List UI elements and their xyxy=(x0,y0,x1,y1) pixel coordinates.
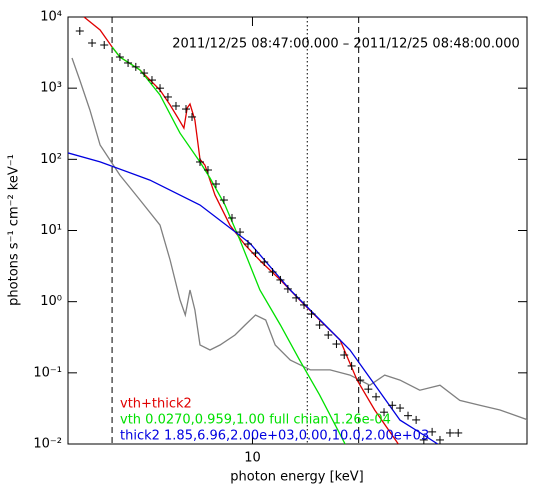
data-point xyxy=(140,69,149,78)
y-tick-label: 10⁰ xyxy=(40,294,62,309)
data-point xyxy=(292,293,301,302)
data-point xyxy=(163,92,172,101)
data-point xyxy=(260,257,269,266)
data-point xyxy=(147,76,156,85)
y-axis-title: photons s⁻¹ cm⁻² keV⁻¹ xyxy=(7,154,22,306)
y-tick-label: 10¹ xyxy=(40,223,62,238)
series-line xyxy=(83,17,399,444)
series-line xyxy=(71,57,527,421)
data-point xyxy=(435,435,444,444)
data-point xyxy=(131,62,140,71)
data-point xyxy=(307,310,316,319)
data-point xyxy=(347,361,356,370)
data-point xyxy=(228,213,237,222)
legend-entry: vth 0.0270,0.959,1.00 full chian 1.26e-0… xyxy=(120,413,391,428)
data-point xyxy=(115,53,124,62)
data-point xyxy=(454,428,463,437)
data-point xyxy=(211,180,220,189)
data-point xyxy=(171,101,180,110)
data-point xyxy=(236,228,245,237)
plot-area xyxy=(68,17,527,444)
data-point xyxy=(315,321,324,330)
data-point xyxy=(324,331,333,340)
data-point xyxy=(124,58,133,67)
data-point xyxy=(219,196,228,205)
data-point xyxy=(388,401,397,410)
x-axis-title: photon energy [keV] xyxy=(230,470,363,485)
data-point xyxy=(75,26,84,35)
data-point xyxy=(372,392,381,401)
data-point xyxy=(404,411,413,420)
y-tick-label: 10² xyxy=(40,152,62,167)
chart-title: 2011/12/25 08:47:00.000 – 2011/12/25 08:… xyxy=(172,37,520,52)
legend-entry: vth+thick2 xyxy=(120,397,192,412)
series-line xyxy=(111,46,346,444)
data-point xyxy=(243,240,252,249)
legend-entry: thick2 1.85,6.96,2.00e+03,0.00,10.0,2.00… xyxy=(120,429,429,444)
data-point xyxy=(446,428,455,437)
data-point xyxy=(268,268,277,277)
data-point xyxy=(356,376,365,385)
data-point xyxy=(195,157,204,166)
data-point xyxy=(396,404,405,413)
data-point xyxy=(380,408,389,417)
y-tick-label: 10⁴ xyxy=(40,10,62,25)
data-point xyxy=(419,435,428,444)
data-point xyxy=(188,112,197,121)
data-point xyxy=(156,84,165,93)
data-point xyxy=(251,248,260,257)
y-tick-label: 10⁻¹ xyxy=(33,365,62,380)
data-point xyxy=(88,39,97,48)
y-tick-label: 10⁻² xyxy=(33,437,62,452)
data-point xyxy=(283,284,292,293)
series-line xyxy=(68,152,439,444)
data-point xyxy=(428,427,437,436)
x-tick-label: 10 xyxy=(244,451,261,466)
data-point xyxy=(300,300,309,309)
data-point xyxy=(203,166,212,175)
y-tick-label: 10³ xyxy=(40,81,62,96)
data-point xyxy=(412,415,421,424)
data-point xyxy=(276,275,285,284)
data-point xyxy=(100,41,109,50)
data-point xyxy=(181,105,190,114)
data-point xyxy=(340,351,349,360)
plot-frame xyxy=(67,16,528,445)
data-point xyxy=(332,340,341,349)
data-point xyxy=(364,385,373,394)
